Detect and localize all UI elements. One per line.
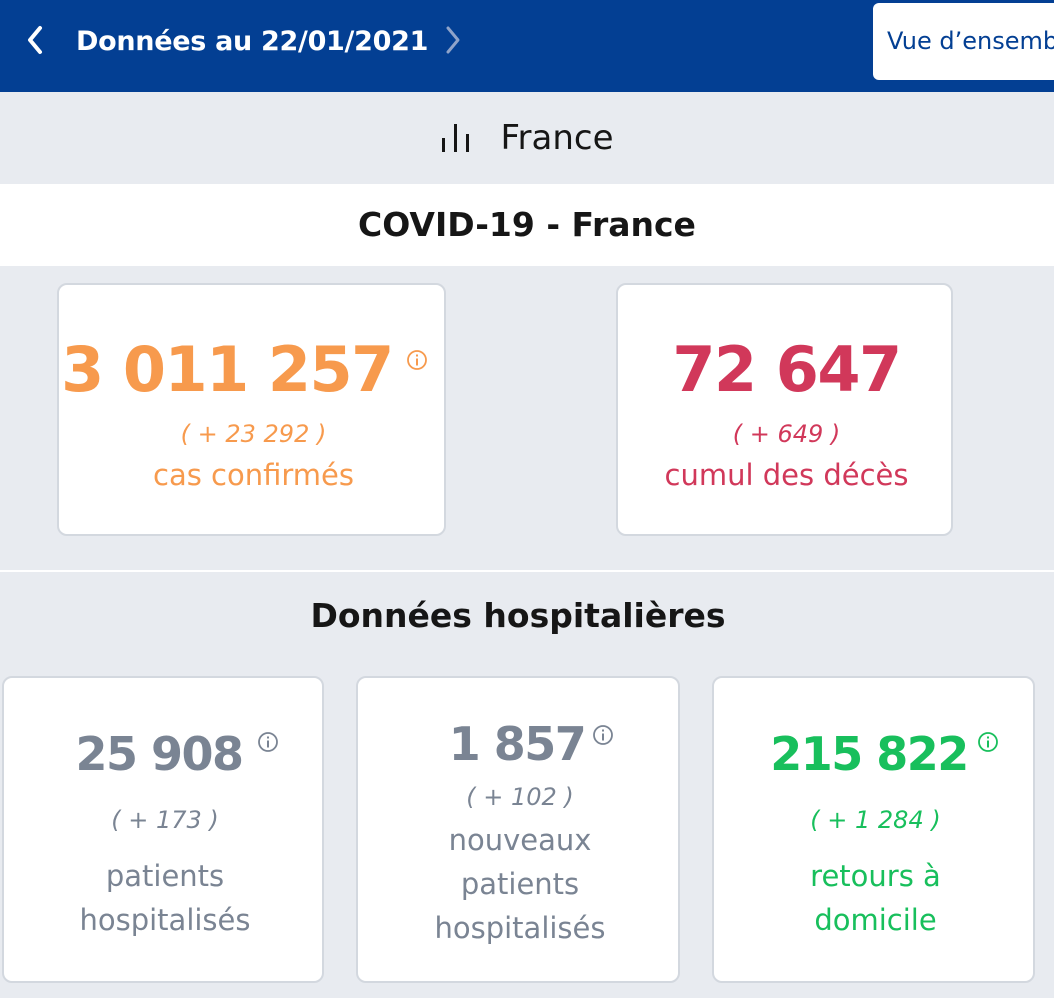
confirmed-cases-value: 3 011 257 xyxy=(61,333,394,406)
region-selector[interactable]: France xyxy=(0,110,1054,166)
returns-home-value: 215 822 xyxy=(770,727,969,781)
hospital-section-title: Données hospitalières xyxy=(310,596,726,635)
previous-date-button[interactable] xyxy=(20,20,50,60)
new-hospitalized-card: 1 857 ( + 102 ) nouveaux patients hospit… xyxy=(356,676,680,983)
returns-home-delta: ( + 1 284 ) xyxy=(810,806,941,834)
hospitalized-value: 25 908 xyxy=(75,727,244,781)
date-title: Données au 22/01/2021 xyxy=(76,26,429,57)
deaths-card: 72 647 ( + 649 ) cumul des décès xyxy=(616,283,953,536)
new-hospitalized-label-line1: nouveaux xyxy=(448,823,592,857)
deaths-value: 72 647 xyxy=(672,333,902,406)
deaths-delta: ( + 649 ) xyxy=(732,420,841,448)
info-icon[interactable] xyxy=(406,349,428,371)
returns-home-label-line1: retours à xyxy=(810,859,941,893)
hospitalized-card: 25 908 ( + 173 ) patients hospitalisés xyxy=(2,676,324,983)
deaths-label: cumul des décès xyxy=(664,458,909,492)
confirmed-cases-card: 3 011 257 ( + 23 292 ) cas confirmés xyxy=(57,283,446,536)
hospitalized-label-line2: hospitalisés xyxy=(79,903,251,937)
returns-home-card: 215 822 ( + 1 284 ) retours à domicile xyxy=(712,676,1035,983)
new-hospitalized-delta: ( + 102 ) xyxy=(466,783,574,811)
region-name: France xyxy=(500,118,614,158)
chevron-left-icon xyxy=(28,26,42,54)
overview-button[interactable]: Vue d’ensemble xyxy=(873,3,1054,80)
new-hospitalized-value: 1 857 xyxy=(448,717,587,771)
section-divider xyxy=(0,570,1054,572)
next-date-button[interactable] xyxy=(438,20,468,60)
top-bar: Données au 22/01/2021 Vue d’ensemble xyxy=(0,0,1054,92)
chevron-right-icon xyxy=(446,26,460,54)
confirmed-cases-label: cas confirmés xyxy=(153,458,354,492)
hospitalized-delta: ( + 173 ) xyxy=(111,806,219,834)
info-icon[interactable] xyxy=(257,731,279,753)
section-title: COVID-19 - France xyxy=(0,184,1054,266)
confirmed-cases-delta: ( + 23 292 ) xyxy=(180,420,327,448)
new-hospitalized-label-line3: hospitalisés xyxy=(434,911,606,945)
returns-home-label-line2: domicile xyxy=(814,903,937,937)
info-icon[interactable] xyxy=(592,724,614,746)
hospitalized-label-line1: patients xyxy=(105,859,225,893)
info-icon[interactable] xyxy=(977,731,999,753)
new-hospitalized-label-line2: patients xyxy=(460,867,580,901)
bar-chart-icon xyxy=(442,124,470,152)
